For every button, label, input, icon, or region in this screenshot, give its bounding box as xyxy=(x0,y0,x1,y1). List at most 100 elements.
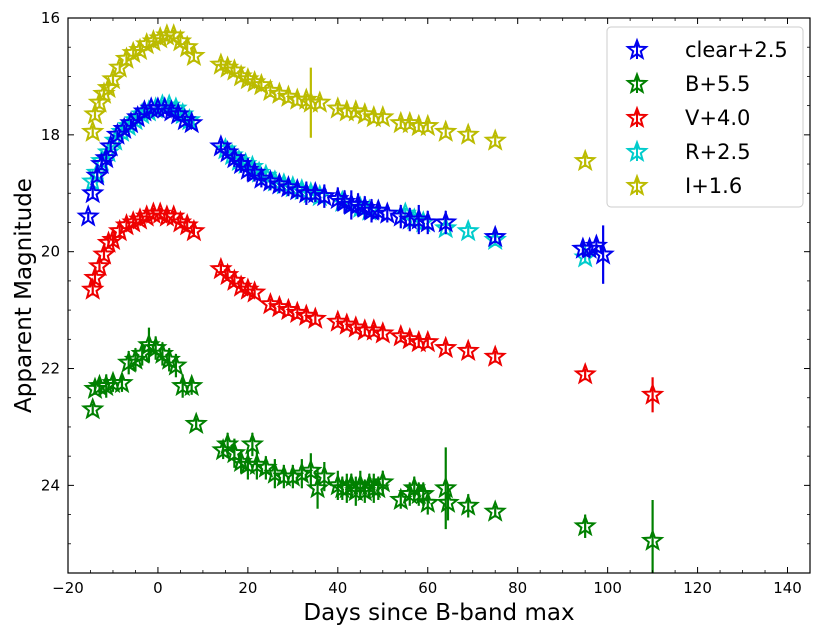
x-tick-label: 0 xyxy=(153,579,163,597)
data-point xyxy=(416,113,440,137)
data-point xyxy=(371,470,395,493)
data-point xyxy=(110,370,134,394)
data-point xyxy=(92,81,116,104)
legend-marker xyxy=(625,105,649,129)
legend-marker xyxy=(625,139,649,163)
series-I+1.6 xyxy=(80,23,597,172)
data-point xyxy=(371,104,395,128)
legend-entry: I+1.6 xyxy=(625,173,742,198)
data-point xyxy=(483,344,507,367)
data-point xyxy=(173,107,197,131)
data-point xyxy=(209,52,233,75)
legend-label: B+5.5 xyxy=(685,72,750,96)
legend-marker xyxy=(625,71,649,95)
y-tick-label: 20 xyxy=(41,243,60,261)
legend-box xyxy=(606,26,804,208)
data-point xyxy=(573,513,597,537)
data-point xyxy=(229,64,253,87)
data-point xyxy=(312,464,337,487)
data-point xyxy=(179,110,204,134)
x-axis-label: Days since B-band max xyxy=(303,600,574,626)
data-point xyxy=(416,490,440,513)
data-point xyxy=(242,69,267,93)
plot-frame xyxy=(67,17,811,574)
legend-entry: R+2.5 xyxy=(625,139,751,164)
data-point xyxy=(573,148,597,172)
data-point xyxy=(229,274,253,297)
legend-label: V+4.0 xyxy=(685,106,750,130)
data-point xyxy=(483,224,507,248)
data-point xyxy=(433,475,458,499)
data-point xyxy=(299,458,323,481)
data-point xyxy=(179,373,204,397)
data-point xyxy=(80,277,105,300)
x-tick-label: −20 xyxy=(52,579,84,597)
data-point xyxy=(411,481,436,505)
data-point xyxy=(433,119,458,142)
data-point xyxy=(640,382,665,405)
data-point xyxy=(308,90,332,113)
data-point xyxy=(456,122,480,145)
data-point xyxy=(456,338,480,362)
data-point xyxy=(85,163,109,186)
x-tick-label: 60 xyxy=(418,579,437,597)
x-tick-label: 120 xyxy=(683,579,712,597)
y-tick-label: 16 xyxy=(41,9,60,27)
data-point xyxy=(236,66,260,90)
data-point xyxy=(375,201,400,224)
legend-marker xyxy=(625,37,649,61)
data-point xyxy=(182,43,206,67)
data-point xyxy=(366,475,391,499)
data-point xyxy=(83,265,107,289)
x-tick-label: 80 xyxy=(508,579,527,597)
data-point xyxy=(416,210,440,233)
data-point xyxy=(159,99,184,122)
data-point xyxy=(83,102,107,125)
series-clear+2.5 xyxy=(76,96,615,284)
legend-marker xyxy=(625,173,649,197)
data-point xyxy=(215,55,240,78)
legend-label: clear+2.5 xyxy=(685,38,788,62)
data-point xyxy=(433,210,458,233)
x-tick-label: 20 xyxy=(238,579,257,597)
data-point xyxy=(98,134,123,157)
data-point xyxy=(433,335,458,359)
data-point xyxy=(242,280,267,303)
data-point xyxy=(164,353,188,376)
data-point xyxy=(94,145,118,169)
legend: clear+2.5 B+5.5 V+4.0 R+2.5 I+1.6 xyxy=(606,26,804,208)
data-point xyxy=(281,464,305,487)
data-point xyxy=(483,128,507,151)
data-point xyxy=(80,180,105,204)
y-tick-label: 18 xyxy=(41,126,60,144)
legend-label: R+2.5 xyxy=(685,140,751,164)
x-tick-label: 100 xyxy=(593,579,622,597)
data-point xyxy=(456,493,480,516)
data-point xyxy=(436,490,460,513)
data-point xyxy=(152,96,177,119)
legend-entry: clear+2.5 xyxy=(625,37,788,62)
data-point xyxy=(148,201,172,224)
data-point xyxy=(371,321,395,344)
legend-entry: B+5.5 xyxy=(625,71,750,96)
data-point xyxy=(92,242,116,265)
data-point xyxy=(87,253,112,277)
plot-content xyxy=(76,23,665,573)
data-point xyxy=(573,362,597,385)
data-point xyxy=(456,218,480,242)
data-point xyxy=(89,151,114,175)
data-point xyxy=(591,242,615,265)
y-axis-label: Apparent Magnitude xyxy=(11,178,37,413)
data-point xyxy=(184,411,208,435)
data-point xyxy=(303,306,328,329)
data-point xyxy=(76,204,100,227)
data-point xyxy=(483,499,507,522)
data-point xyxy=(182,218,206,242)
data-point xyxy=(416,329,440,353)
legend-entry: V+4.0 xyxy=(625,105,750,130)
series-B+5.5 xyxy=(80,327,665,573)
data-point xyxy=(312,183,337,207)
x-tick-label: 140 xyxy=(773,579,802,597)
series-V+4.0 xyxy=(80,201,665,413)
